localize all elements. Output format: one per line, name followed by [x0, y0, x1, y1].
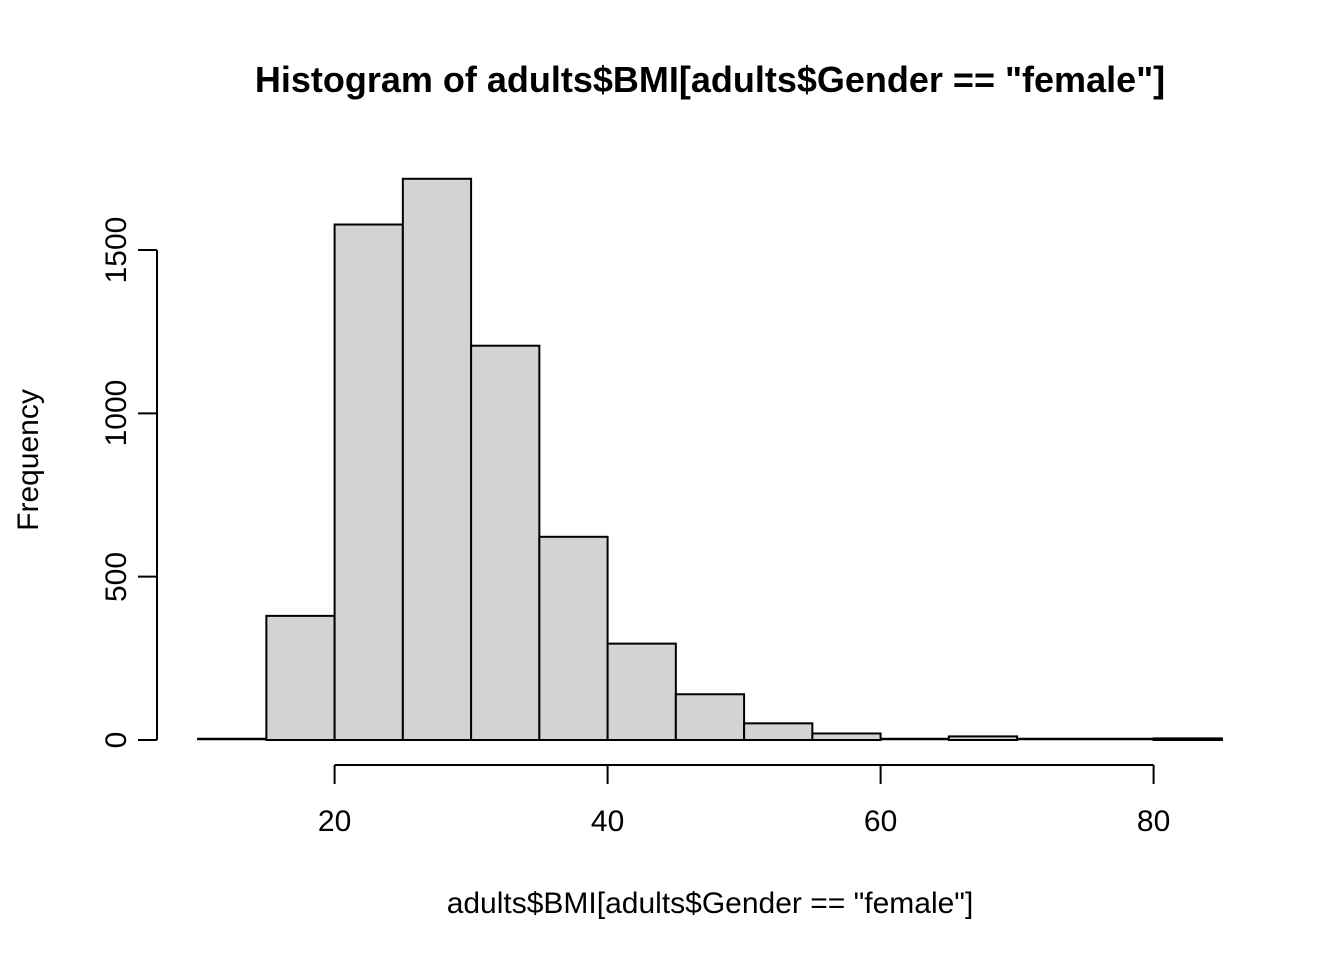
histogram-bar [265, 614, 336, 742]
histogram-bar [606, 642, 677, 741]
x-tick-label: 20 [317, 805, 352, 838]
histogram-bar [470, 344, 541, 741]
chart-title: Histogram of adults$BMI[adults$Gender ==… [254, 59, 1166, 100]
x-tick-label: 40 [590, 805, 625, 838]
x-axis-label: adults$BMI[adults$Gender == "female"] [446, 887, 974, 920]
x-tick-label: 60 [863, 805, 898, 838]
histogram-bar [811, 732, 882, 742]
histogram-bar [674, 693, 746, 741]
y-tick-label: 0 [100, 731, 133, 749]
y-tick-label: 500 [100, 551, 133, 602]
histogram-bar [1152, 737, 1223, 741]
histogram-bar [333, 223, 404, 741]
y-tick-label: 1000 [100, 379, 133, 447]
histogram-bar [743, 722, 814, 742]
y-axis-label: Frequency [12, 389, 45, 531]
y-tick-label: 1500 [100, 216, 133, 284]
histogram-bar [401, 177, 473, 741]
histogram-bar [538, 535, 609, 742]
x-tick-label: 80 [1136, 805, 1171, 838]
histogram-bar [947, 735, 1019, 741]
